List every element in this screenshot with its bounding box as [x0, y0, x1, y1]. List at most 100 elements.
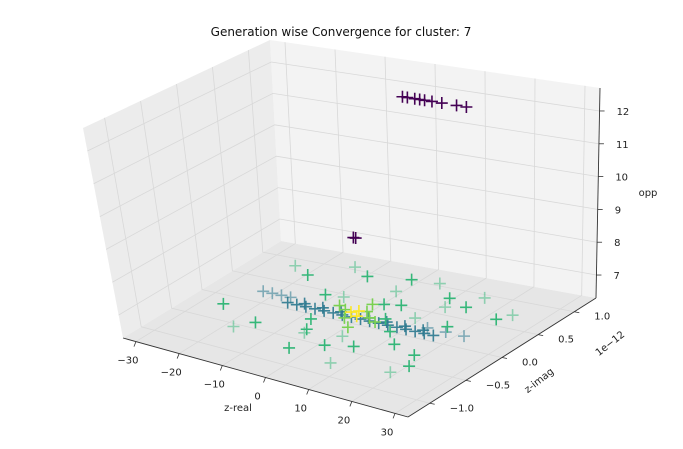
grid-lines — [87, 42, 600, 414]
data-point — [421, 321, 434, 334]
data-point — [460, 301, 473, 314]
z-axis-line — [595, 87, 601, 299]
data-point — [350, 310, 363, 323]
y-tick — [465, 379, 471, 382]
data-point — [398, 320, 411, 333]
data-point — [409, 312, 422, 325]
x-grid-line — [394, 85, 586, 414]
z-tick-label: 9 — [615, 205, 621, 216]
data-point — [409, 325, 422, 338]
x-tick — [176, 353, 180, 359]
z-axis-label: opp — [639, 188, 658, 199]
data-point — [418, 94, 431, 107]
data-point — [388, 338, 401, 351]
z-tick-label: 7 — [613, 271, 619, 282]
x-tick-label: 10 — [294, 403, 307, 414]
data-point — [257, 285, 270, 298]
data-point — [341, 321, 354, 334]
z-grid-line — [118, 218, 597, 316]
x-tick — [263, 377, 266, 383]
data-point — [347, 340, 360, 353]
data-point — [458, 330, 471, 343]
data-point — [318, 304, 331, 317]
y-grid-line — [104, 117, 430, 404]
data-point — [441, 320, 454, 333]
data-point — [298, 297, 311, 310]
data-point — [337, 290, 350, 303]
data-point — [301, 269, 314, 282]
data-point — [378, 298, 391, 311]
x-tick-label: 20 — [337, 415, 350, 426]
y-grid-line — [248, 50, 575, 313]
x-tick — [392, 413, 396, 419]
x-tick — [133, 341, 137, 347]
z-tick-label: 10 — [615, 173, 628, 184]
data-point — [450, 99, 463, 112]
data-point — [266, 287, 279, 300]
data-point — [390, 321, 403, 334]
x-tick-label: −30 — [117, 356, 138, 367]
y-tick-label: −1.0 — [450, 403, 474, 414]
data-point — [324, 356, 337, 369]
data-point — [289, 259, 302, 272]
x-grid-line — [351, 78, 536, 402]
data-point — [361, 270, 374, 283]
y-grid-line — [140, 100, 466, 381]
x-tick — [306, 389, 310, 395]
x-tick-label: −20 — [161, 368, 182, 379]
y-tick-label: 1.0 — [594, 312, 610, 323]
data-point — [478, 291, 491, 304]
data-point — [403, 360, 416, 373]
x-axis-label: z-real — [224, 403, 252, 414]
data-point — [217, 297, 230, 310]
data-point — [299, 300, 312, 313]
z-grid-line — [112, 187, 598, 283]
data-point — [319, 288, 332, 301]
data-point — [336, 330, 349, 343]
data-point — [366, 298, 379, 311]
back-pane — [270, 40, 600, 298]
data-point — [506, 309, 519, 322]
data-point — [384, 325, 397, 338]
y-tick — [574, 311, 580, 314]
data-point — [352, 305, 365, 318]
y-tick-label: 0.5 — [558, 335, 574, 346]
data-point — [379, 312, 392, 325]
z-grid-line — [93, 92, 599, 185]
data-point — [281, 296, 294, 309]
data-point — [405, 273, 418, 286]
data-point — [316, 301, 329, 314]
y-tick — [538, 334, 544, 337]
y-tick-label: 0.0 — [522, 358, 538, 369]
z-grid-line — [99, 124, 599, 217]
data-point — [308, 302, 321, 315]
data-point — [439, 326, 452, 339]
y-grid-line — [212, 67, 539, 336]
data-point — [425, 95, 438, 108]
y-grid-line — [176, 83, 503, 358]
data-point — [443, 292, 456, 305]
x-grid-line — [135, 42, 296, 342]
data-point — [400, 323, 413, 336]
data-point — [390, 285, 403, 298]
x-tick-label: 30 — [381, 427, 394, 438]
x-tick-label: 0 — [254, 392, 260, 403]
data-point — [333, 299, 346, 312]
y-tick — [429, 402, 435, 405]
data-point — [284, 291, 297, 304]
data-point — [249, 316, 262, 329]
data-point — [435, 97, 448, 110]
y-axis-offset-label: 1e−12 — [594, 329, 627, 358]
data-point — [433, 277, 446, 290]
data-point — [384, 366, 397, 379]
x-tick — [349, 401, 353, 407]
x-grid-line — [222, 56, 392, 366]
data-point — [298, 326, 311, 339]
data-points — [217, 90, 519, 379]
z-tick-label: 11 — [616, 140, 629, 151]
data-point — [369, 315, 382, 328]
axis-lines — [122, 87, 605, 419]
chart-title: Generation wise Convergence for cluster:… — [211, 25, 472, 39]
z-tick-label: 8 — [614, 238, 620, 249]
